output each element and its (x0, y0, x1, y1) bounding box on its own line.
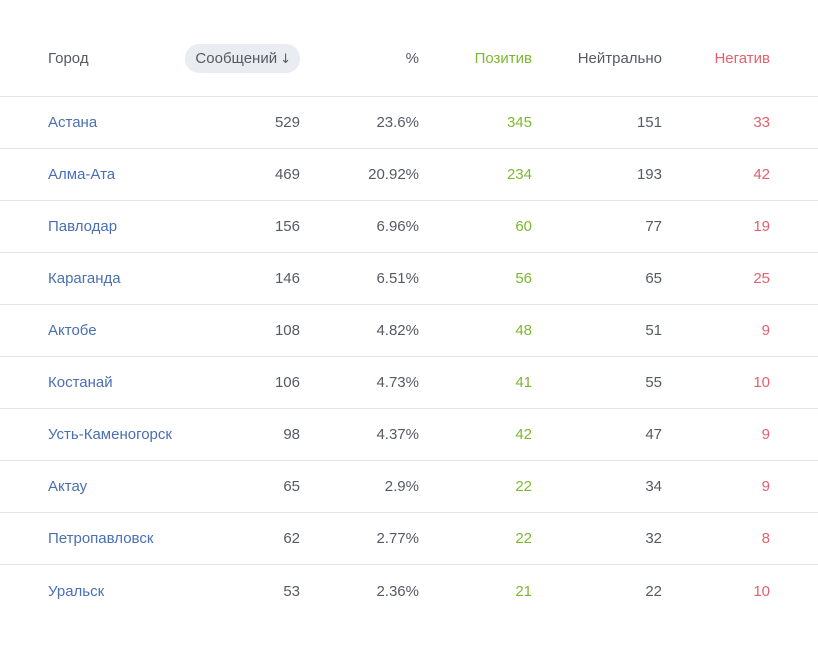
positive-count: 22 (515, 478, 532, 495)
positive-count: 234 (506, 166, 532, 183)
sort-messages-button[interactable]: Сообщений ↓ (185, 43, 300, 73)
positive-count: 56 (515, 270, 532, 287)
column-header-positive-label: Позитив (474, 49, 532, 67)
messages-count: 108 (274, 322, 300, 339)
table-row: Костанай 106 4.73% 41 55 10 (0, 357, 818, 409)
messages-count: 529 (274, 114, 300, 131)
neutral-count: 65 (645, 270, 662, 287)
negative-count: 9 (761, 322, 770, 339)
percent-value: 20.92% (368, 166, 419, 183)
messages-count: 469 (274, 166, 300, 183)
positive-count: 48 (515, 322, 532, 339)
negative-count: 9 (761, 478, 770, 495)
negative-count: 19 (753, 218, 770, 235)
positive-count: 42 (515, 426, 532, 443)
column-header-messages[interactable]: Сообщений ↓ (185, 40, 300, 76)
city-link[interactable]: Павлодар (48, 218, 118, 235)
percent-value: 6.51% (376, 270, 419, 287)
city-stats-table: Город Сообщений ↓ % Позитив Нейтрально Не… (0, 0, 818, 617)
neutral-count: 55 (645, 374, 662, 391)
positive-count: 41 (515, 374, 532, 391)
column-header-neutral-label: Нейтрально (577, 49, 662, 67)
column-header-percent[interactable]: % (406, 40, 419, 76)
city-link[interactable]: Уральск (48, 582, 105, 600)
neutral-count: 151 (636, 114, 662, 131)
table-row: Усть-Каменогорск 98 4.37% 42 47 9 (0, 409, 818, 461)
percent-value: 6.96% (376, 218, 419, 235)
percent-value: 2.77% (376, 530, 419, 547)
city-link[interactable]: Актобе (48, 322, 97, 339)
table-body: Астана 529 23.6% 345 151 33 Алма-Ата 469 20.92% 2… (0, 97, 818, 617)
column-header-city[interactable]: Город (48, 40, 89, 76)
column-header-neutral[interactable]: Нейтрально (578, 40, 662, 76)
city-link[interactable]: Актау (48, 478, 88, 495)
percent-value: 2.36% (376, 582, 419, 600)
positive-count: 345 (506, 114, 532, 131)
positive-count: 21 (515, 582, 532, 600)
city-link[interactable]: Караганда (48, 270, 121, 287)
neutral-count: 193 (636, 166, 662, 183)
city-link[interactable]: Петропавловск (48, 530, 154, 547)
neutral-count: 47 (645, 426, 662, 443)
table-row: Актобе 108 4.82% 48 51 9 (0, 305, 818, 357)
percent-value: 4.82% (376, 322, 419, 339)
negative-count: 33 (753, 114, 770, 131)
column-header-positive[interactable]: Позитив (475, 40, 532, 76)
negative-count: 42 (753, 166, 770, 183)
table-row: Павлодар 156 6.96% 60 77 19 (0, 201, 818, 253)
column-header-percent-label: % (405, 49, 419, 67)
neutral-count: 22 (645, 582, 662, 600)
table-row: Уральск 53 2.36% 21 22 10 (0, 565, 818, 617)
city-link[interactable]: Костанай (48, 374, 113, 391)
percent-value: 4.37% (376, 426, 419, 443)
city-link[interactable]: Астана (48, 114, 98, 131)
table-row: Алма-Ата 469 20.92% 234 193 42 (0, 149, 818, 201)
column-header-messages-label: Сообщений (195, 49, 278, 67)
negative-count: 9 (761, 426, 770, 443)
negative-count: 8 (761, 530, 770, 547)
city-link[interactable]: Усть-Каменогорск (48, 426, 172, 443)
percent-value: 4.73% (376, 374, 419, 391)
messages-count: 106 (274, 374, 300, 391)
table-row: Актау 65 2.9% 22 34 9 (0, 461, 818, 513)
positive-count: 60 (515, 218, 532, 235)
city-link[interactable]: Алма-Ата (48, 166, 116, 183)
column-header-city-label: Город (48, 49, 89, 67)
messages-count: 156 (274, 218, 300, 235)
table-row: Петропавловск 62 2.77% 22 32 8 (0, 513, 818, 565)
messages-count: 53 (283, 582, 300, 600)
neutral-count: 51 (645, 322, 662, 339)
messages-count: 62 (283, 530, 300, 547)
percent-value: 2.9% (384, 478, 419, 495)
neutral-count: 34 (645, 478, 662, 495)
negative-count: 10 (753, 374, 770, 391)
messages-count: 65 (283, 478, 300, 495)
column-header-negative-label: Негатив (714, 49, 770, 67)
percent-value: 23.6% (376, 114, 419, 131)
table-header: Город Сообщений ↓ % Позитив Нейтрально Не… (0, 0, 818, 97)
messages-count: 146 (274, 270, 300, 287)
table-row: Астана 529 23.6% 345 151 33 (0, 97, 818, 149)
negative-count: 10 (753, 582, 770, 600)
negative-count: 25 (753, 270, 770, 287)
neutral-count: 32 (645, 530, 662, 547)
sort-down-icon: ↓ (280, 51, 291, 67)
neutral-count: 77 (645, 218, 662, 235)
table-row: Караганда 146 6.51% 56 65 25 (0, 253, 818, 305)
positive-count: 22 (515, 530, 532, 547)
column-header-negative[interactable]: Негатив (714, 40, 770, 76)
messages-count: 98 (283, 426, 300, 443)
